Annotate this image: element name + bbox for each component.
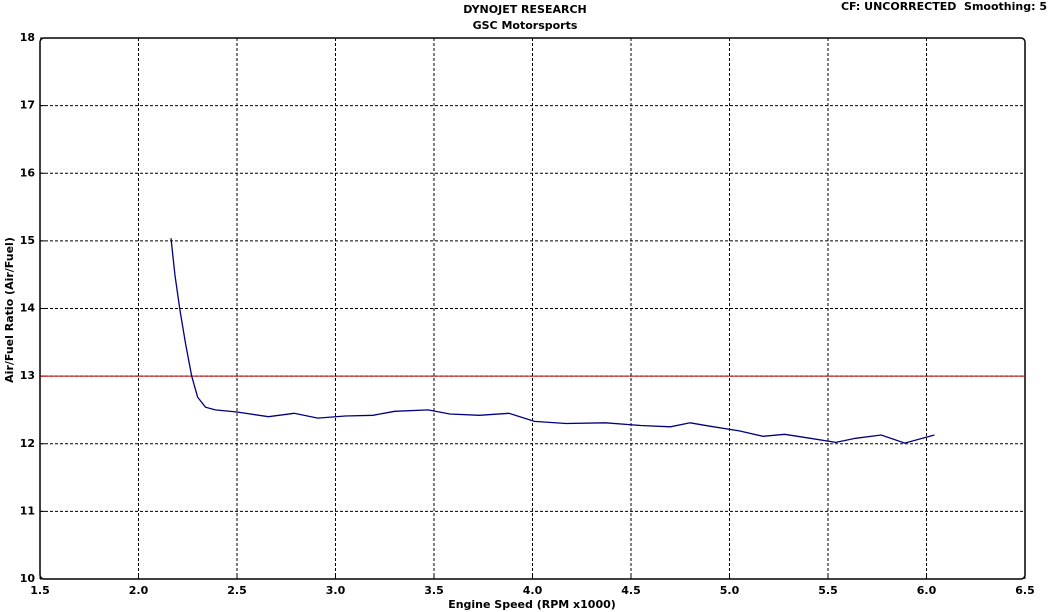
x-tick-label: 1.5: [30, 584, 50, 597]
x-tick-label: 2.5: [227, 584, 247, 597]
y-axis-label: Air/Fuel Ratio (Air/Fuel): [3, 237, 16, 383]
x-axis-label: Engine Speed (RPM x1000): [448, 598, 616, 611]
y-tick-label: 10: [20, 572, 36, 585]
data-line: [170, 238, 935, 444]
header-note: CF: UNCORRECTED Smoothing: 5: [841, 0, 1047, 13]
x-tick-label: 4.5: [621, 584, 641, 597]
x-tick-label: 5.0: [720, 584, 740, 597]
chart-title: DYNOJET RESEARCH: [463, 3, 586, 16]
y-tick-label: 16: [20, 166, 36, 179]
y-tick-label: 13: [20, 369, 35, 382]
x-tick-label: 6.0: [917, 584, 937, 597]
x-tick-label: 3.5: [424, 584, 444, 597]
chart-subtitle: GSC Motorsports: [473, 19, 578, 32]
x-tick-label: 3.0: [326, 584, 346, 597]
y-tick-label: 15: [20, 234, 35, 247]
x-tick-label: 5.5: [818, 584, 838, 597]
x-tick-label: 6.5: [1015, 584, 1035, 597]
x-tick-label: 4.0: [523, 584, 543, 597]
y-tick-label: 17: [20, 99, 35, 112]
y-tick-label: 18: [20, 31, 35, 44]
y-tick-label: 11: [20, 504, 35, 517]
y-tick-label: 12: [20, 437, 35, 450]
y-tick-label: 14: [20, 302, 36, 315]
x-tick-label: 2.0: [129, 584, 149, 597]
